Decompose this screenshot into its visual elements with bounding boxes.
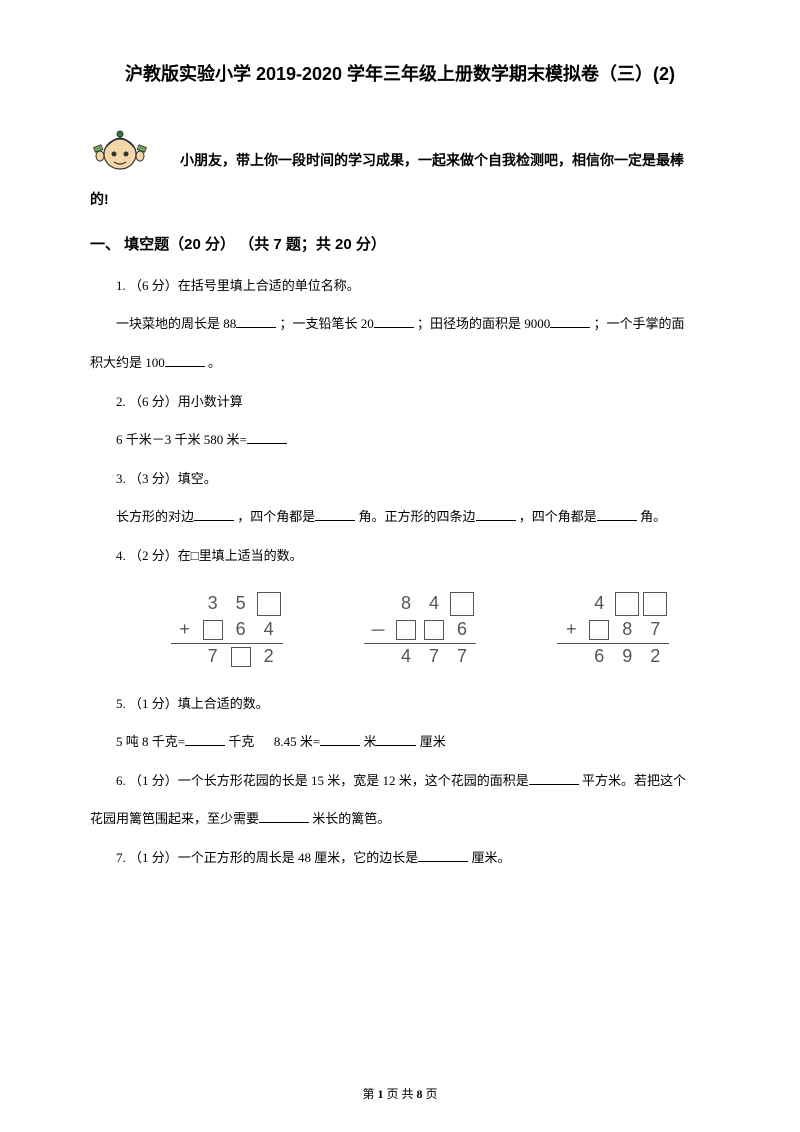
intro-row: 小朋友，带上你一段时间的学习成果，一起来做个自我检测吧，相信你一定是最棒 bbox=[90, 116, 710, 176]
m3r3c2: 9 bbox=[613, 643, 641, 670]
section-header: 一、 填空题（20 分） （共 7 题；共 20 分） bbox=[90, 233, 710, 254]
math-row: 35 +64 72 84 －6 477 4 +87 692 bbox=[130, 591, 710, 670]
blank[interactable] bbox=[247, 429, 287, 444]
q3-prefix: 3. （3 分）填空。 bbox=[90, 465, 710, 494]
q6-prefix: 6. （1 分）一个长方形花园的长是 15 米，宽是 12 米，这个花园的面积是 bbox=[116, 773, 529, 788]
q4-prefix: 4. （2 分）在□里填上适当的数。 bbox=[90, 542, 710, 571]
q1-e: 积大约是 100 bbox=[90, 355, 165, 370]
q5-body: 5 吨 8 千克= 千克 8.45 米= 米 厘米 bbox=[90, 728, 710, 757]
q3-e: 角。 bbox=[640, 509, 666, 524]
m1r1c1: 3 bbox=[199, 591, 227, 617]
box-input[interactable] bbox=[424, 620, 444, 640]
q1-b: ；一支铅笔长 20 bbox=[280, 316, 374, 331]
q2-body: 6 千米－3 千米 580 米= bbox=[90, 426, 710, 455]
box-input[interactable] bbox=[396, 620, 416, 640]
q1-prefix: 1. （6 分）在括号里填上合适的单位名称。 bbox=[90, 272, 710, 301]
m2r3c3: 7 bbox=[448, 643, 476, 670]
q5-b: 千克 bbox=[228, 734, 254, 749]
q1-body2: 积大约是 100 。 bbox=[90, 349, 710, 378]
q1-d: ；一个手掌的面 bbox=[594, 316, 685, 331]
intro-text-2: 的! bbox=[90, 184, 710, 215]
blank[interactable] bbox=[476, 506, 516, 521]
blank[interactable] bbox=[597, 506, 637, 521]
m2r3c2: 7 bbox=[420, 643, 448, 670]
blank[interactable] bbox=[236, 313, 276, 328]
q3-d: ，四个角都是 bbox=[519, 509, 597, 524]
blank[interactable] bbox=[320, 731, 360, 746]
m2r1c1: 8 bbox=[392, 591, 420, 617]
m2r1c2: 4 bbox=[420, 591, 448, 617]
m3op: + bbox=[557, 617, 585, 644]
mascot-icon bbox=[90, 116, 150, 176]
blank[interactable] bbox=[374, 313, 414, 328]
blank[interactable] bbox=[259, 808, 309, 823]
q5-d: 米 bbox=[363, 734, 376, 749]
blank[interactable] bbox=[194, 506, 234, 521]
box-input[interactable] bbox=[589, 620, 609, 640]
m1r2c2: 6 bbox=[227, 617, 255, 644]
q3-body: 长方形的对边 ，四个角都是 角。正方形的四条边 ，四个角都是 角。 bbox=[90, 503, 710, 532]
blank[interactable] bbox=[376, 731, 416, 746]
blank[interactable] bbox=[165, 352, 205, 367]
q6-line2: 花园用篱笆围起来，至少需要 米长的篱笆。 bbox=[90, 805, 710, 834]
page: 沪教版实验小学 2019-2020 学年三年级上册数学期末模拟卷（三）(2) 小… bbox=[0, 0, 800, 1132]
m1r3c1: 7 bbox=[199, 643, 227, 670]
math-block-2: 84 －6 477 bbox=[364, 591, 476, 670]
q3-a: 长方形的对边 bbox=[116, 509, 194, 524]
box-input[interactable] bbox=[615, 592, 639, 616]
page-title: 沪教版实验小学 2019-2020 学年三年级上册数学期末模拟卷（三）(2) bbox=[90, 60, 710, 86]
blank[interactable] bbox=[185, 731, 225, 746]
q2-text: 6 千米－3 千米 580 米= bbox=[116, 432, 247, 447]
q6-2a: 花园用篱笆围起来，至少需要 bbox=[90, 811, 259, 826]
box-input[interactable] bbox=[203, 620, 223, 640]
box-input[interactable] bbox=[231, 647, 251, 667]
box-input[interactable] bbox=[257, 592, 281, 616]
q5-prefix: 5. （1 分）填上合适的数。 bbox=[90, 690, 710, 719]
m2r2c3: 6 bbox=[448, 617, 476, 644]
m3r1c1: 4 bbox=[585, 591, 613, 617]
m3r3c3: 2 bbox=[641, 643, 669, 670]
q6-line1: 6. （1 分）一个长方形花园的长是 15 米，宽是 12 米，这个花园的面积是… bbox=[90, 767, 710, 796]
math-block-1: 35 +64 7 2 bbox=[171, 591, 283, 670]
q7-suffix: 厘米。 bbox=[472, 850, 511, 865]
blank[interactable] bbox=[529, 770, 579, 785]
q5-c: 8.45 米= bbox=[274, 734, 320, 749]
m3r2c3: 7 bbox=[641, 617, 669, 644]
m1r3c3: 2 bbox=[255, 643, 283, 670]
m2r3c1: 4 bbox=[392, 643, 420, 670]
q7-line: 7. （1 分）一个正方形的周长是 48 厘米，它的边长是 厘米。 bbox=[90, 844, 710, 873]
page-footer: 第 1 页 共 8 页 bbox=[0, 1085, 800, 1102]
blank[interactable] bbox=[418, 847, 468, 862]
q2-prefix: 2. （6 分）用小数计算 bbox=[90, 388, 710, 417]
blank[interactable] bbox=[550, 313, 590, 328]
q3-c: 角。正方形的四条边 bbox=[359, 509, 476, 524]
m2op: － bbox=[364, 617, 392, 644]
math-block-3: 4 +87 692 bbox=[557, 591, 669, 670]
box-input[interactable] bbox=[643, 592, 667, 616]
q3-b: ，四个角都是 bbox=[237, 509, 315, 524]
intro-text-1: 小朋友，带上你一段时间的学习成果，一起来做个自我检测吧，相信你一定是最棒 bbox=[180, 145, 684, 176]
blank[interactable] bbox=[315, 506, 355, 521]
footer-a: 第 bbox=[362, 1087, 377, 1101]
q6-2b: 米长的篱笆。 bbox=[312, 811, 390, 826]
m1r2c3: 4 bbox=[255, 617, 283, 644]
q1-c: ；田径场的面积是 9000 bbox=[417, 316, 550, 331]
q7-prefix: 7. （1 分）一个正方形的周长是 48 厘米，它的边长是 bbox=[116, 850, 418, 865]
box-input[interactable] bbox=[450, 592, 474, 616]
m3r2c2: 8 bbox=[613, 617, 641, 644]
q5-e: 厘米 bbox=[420, 734, 446, 749]
footer-e: 页 bbox=[423, 1087, 438, 1101]
q1-a: 一块菜地的周长是 88 bbox=[116, 316, 236, 331]
q1-f: 。 bbox=[208, 355, 221, 370]
m3r3c1: 6 bbox=[585, 643, 613, 670]
q5-a: 5 吨 8 千克= bbox=[116, 734, 185, 749]
q6-mid: 平方米。若把这个 bbox=[582, 773, 686, 788]
m1op: + bbox=[171, 617, 199, 644]
m1r1c2: 5 bbox=[227, 591, 255, 617]
q1-body: 一块菜地的周长是 88 ；一支铅笔长 20 ；田径场的面积是 9000 ；一个手… bbox=[90, 310, 710, 339]
footer-c: 页 共 bbox=[383, 1087, 416, 1101]
